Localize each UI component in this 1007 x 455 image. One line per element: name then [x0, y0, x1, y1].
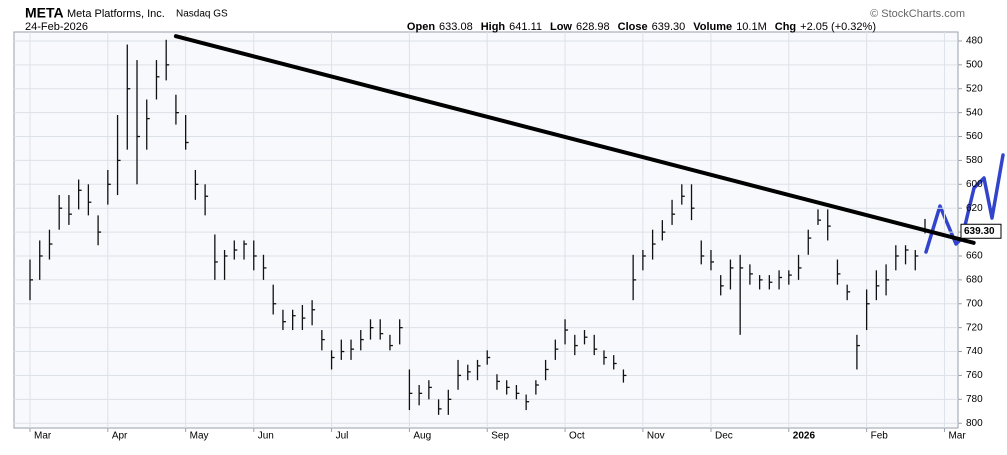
y-tick-label: 740 [966, 346, 983, 357]
y-tick-label: 560 [966, 131, 983, 142]
quote-label: Volume [693, 21, 732, 33]
exchange: Nasdaq GS [176, 9, 228, 20]
x-tick-label: Mar [948, 431, 966, 442]
y-tick-label: 580 [966, 155, 983, 166]
x-tick-label: Jul [336, 431, 349, 442]
quote-label: Chg [775, 21, 796, 33]
x-tick-label: Oct [569, 431, 585, 442]
quote-label: High [481, 21, 506, 33]
x-tick-label: Mar [34, 431, 52, 442]
credit: © StockCharts.com [870, 8, 965, 20]
quote-value: 633.08 [439, 21, 473, 33]
y-tick-label: 600 [966, 179, 983, 190]
y-tick-label: 480 [966, 36, 983, 47]
x-tick-label: Feb [871, 431, 889, 442]
quote-label: Close [618, 21, 648, 33]
plot-area [13, 31, 959, 429]
x-tick-label: Dec [715, 431, 733, 442]
y-tick-label: 780 [966, 394, 983, 405]
y-tick-label: 660 [966, 251, 983, 262]
quote-label: Open [407, 21, 435, 33]
quote-value: 639.30 [652, 21, 686, 33]
y-tick-label: 720 [966, 322, 983, 333]
quote-line: Open 633.08 High 641.11 Low 628.98 Close 639.30… [407, 21, 876, 33]
quote-value: +2.05 (+0.32%) [800, 21, 876, 33]
x-tick-label: 2026 [793, 431, 816, 442]
hand-drawn-annotation [924, 153, 1005, 254]
quote-value: 628.98 [576, 21, 610, 33]
company-name: Meta Platforms, Inc. [67, 8, 165, 20]
last-price-label: 639.30 [964, 226, 995, 237]
trendline [173, 34, 976, 245]
x-tick-label: Apr [112, 431, 128, 442]
quote: Open 633.08 High 641.11 Low 628.98 Close 639.30… [407, 21, 876, 33]
y-tick-label: 700 [966, 298, 983, 309]
x-tick-label: Sep [491, 431, 509, 442]
y-tick-label: 620 [966, 203, 983, 214]
y-tick-label: 500 [966, 59, 983, 70]
quote-value: 10.1M [736, 21, 767, 33]
quote-label: Low [550, 21, 572, 33]
date: 24-Feb-2026 [25, 21, 88, 33]
x-tick-label: Jun [258, 431, 274, 442]
y-tick-label: 800 [966, 418, 983, 429]
x-tick-label: May [190, 431, 209, 442]
last-price-box [960, 223, 1002, 239]
x-tick-label: Aug [413, 431, 431, 442]
y-tick-label: 520 [966, 83, 983, 94]
y-tick-label: 680 [966, 275, 983, 286]
quote-value: 641.11 [509, 21, 542, 33]
x-tick-label: Nov [647, 431, 665, 442]
y-tick-label: 760 [966, 370, 983, 381]
symbol: META [25, 5, 64, 21]
y-tick-label: 540 [966, 107, 983, 118]
